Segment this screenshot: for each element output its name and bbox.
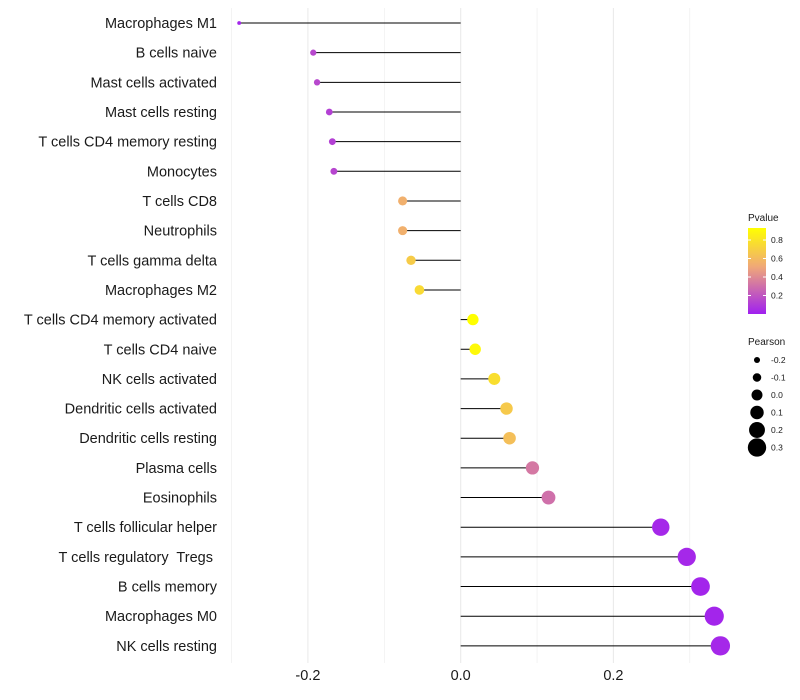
category-label-10: T cells CD4 memory activated <box>24 313 217 329</box>
size-legend-label-5: 0.3 <box>771 443 783 453</box>
category-label-11: T cells CD4 naive <box>104 342 217 358</box>
pearson-legend-title: Pearson <box>748 337 785 348</box>
point-19 <box>691 577 710 596</box>
pvalue-colorbar-ticks: 0.8 0.6 0.4 0.2 <box>748 235 783 301</box>
category-label-0: Macrophages M1 <box>105 16 217 32</box>
category-label-5: Monocytes <box>147 164 217 180</box>
lollipop-stems <box>239 22 721 647</box>
grid-lines <box>231 8 691 663</box>
colorbar-tick-label-1: 0.6 <box>771 254 783 264</box>
colorbar-tick-label-0: 0.8 <box>771 235 783 245</box>
point-17 <box>652 518 670 536</box>
point-12 <box>488 372 501 385</box>
x-tick-label-2: 0.2 <box>603 668 623 684</box>
lollipop-points <box>237 21 731 656</box>
pvalue-legend-title: Pvalue <box>748 213 779 224</box>
category-label-20: Macrophages M0 <box>105 609 217 625</box>
size-legend-point-0 <box>753 356 761 364</box>
size-legend-point-2 <box>751 389 763 401</box>
category-label-21: NK cells resting <box>116 639 217 655</box>
category-label-18: T cells regulatory Tregs <box>59 550 218 566</box>
point-21 <box>710 636 731 656</box>
category-label-1: B cells naive <box>136 46 217 62</box>
category-label-3: Mast cells resting <box>105 105 217 121</box>
category-label-17: T cells follicular helper <box>74 520 217 536</box>
x-tick-label-1: 0.0 <box>451 668 471 684</box>
point-5 <box>330 167 338 175</box>
legend: Pvalue 0.8 0.6 0.4 0.2 Pearson -0.2 -0.1 0.0 0… <box>747 213 786 457</box>
pearson-size-legend: -0.2 -0.1 0.0 0.1 0.2 0.3 <box>747 355 786 457</box>
category-label-4: T cells CD4 memory resting <box>38 135 217 151</box>
category-label-9: Macrophages M2 <box>105 283 217 299</box>
category-label-8: T cells gamma delta <box>88 253 218 269</box>
x-axis-tick-labels: -0.2 0.0 0.2 <box>295 668 623 684</box>
category-label-13: Dendritic cells activated <box>65 402 217 418</box>
category-label-16: Eosinophils <box>143 491 217 507</box>
colorbar-tick-label-2: 0.4 <box>771 272 783 282</box>
category-label-6: T cells CD8 <box>142 194 217 210</box>
pvalue-colorbar <box>748 228 766 314</box>
category-label-19: B cells memory <box>118 580 218 596</box>
x-tick-label-0: -0.2 <box>295 668 320 684</box>
point-14 <box>503 431 516 445</box>
point-13 <box>500 402 513 415</box>
point-6 <box>398 196 408 206</box>
category-label-15: Plasma cells <box>136 461 217 477</box>
size-legend-point-3 <box>750 405 764 420</box>
point-16 <box>541 490 556 505</box>
category-label-7: Neutrophils <box>144 224 217 240</box>
point-18 <box>677 547 696 567</box>
point-11 <box>469 343 481 355</box>
point-0 <box>237 21 242 25</box>
size-legend-point-1 <box>752 373 762 382</box>
size-legend-label-1: -0.1 <box>771 373 786 383</box>
size-legend-label-0: -0.2 <box>771 355 786 365</box>
point-1 <box>310 49 317 56</box>
colorbar-tick-label-3: 0.2 <box>771 291 783 301</box>
point-3 <box>325 108 333 116</box>
size-legend-point-4 <box>749 422 765 438</box>
point-9 <box>414 285 425 295</box>
category-label-14: Dendritic cells resting <box>79 431 217 447</box>
size-legend-point-5 <box>747 438 767 457</box>
size-legend-label-4: 0.2 <box>771 425 783 435</box>
category-label-12: NK cells activated <box>102 372 217 388</box>
size-legend-label-3: 0.1 <box>771 408 783 418</box>
point-4 <box>328 138 336 146</box>
point-8 <box>406 255 416 265</box>
category-labels: Macrophages M1 B cells naive Mast cells ac… <box>24 16 218 655</box>
point-2 <box>313 79 321 86</box>
point-7 <box>398 226 408 236</box>
point-15 <box>525 461 540 475</box>
point-10 <box>467 313 479 326</box>
category-label-2: Mast cells activated <box>90 75 217 91</box>
point-20 <box>704 606 724 626</box>
size-legend-label-2: 0.0 <box>771 390 783 400</box>
